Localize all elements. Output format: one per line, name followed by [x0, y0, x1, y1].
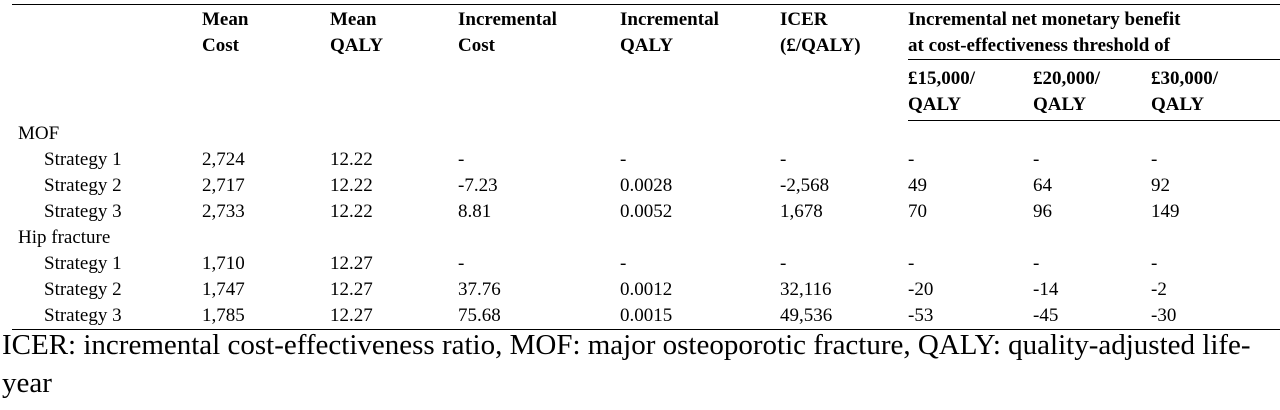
group-label: Hip fracture [18, 227, 111, 248]
header-blank [12, 4, 202, 121]
cell-inmb-30000: -30 [1151, 303, 1280, 330]
cell-incremental-cost: - [458, 253, 465, 274]
header-icer-text: ICER (£/QALY) [780, 9, 861, 56]
cell-incremental-cost: 8.81 [458, 201, 492, 222]
header-mean-qaly-text: Mean QALY [330, 9, 384, 56]
cell-incremental-qaly: - [620, 253, 627, 274]
cell-mean-qaly: 12.22 [330, 175, 373, 196]
table-row: Strategy 2 2,717 12.22 -7.23 0.0028 -2,5… [12, 173, 1280, 199]
cell-icer: - [780, 149, 787, 170]
header-icer: ICER (£/QALY) [780, 4, 908, 121]
cell-inmb-15000: 70 [908, 201, 927, 222]
header-incremental-qaly: Incremental QALY [620, 4, 780, 121]
cell-inmb-30000: 149 [1151, 201, 1180, 222]
cell-mean-cost: 2,733 [202, 201, 245, 222]
cell-inmb-30000: -2 [1151, 279, 1167, 300]
table-row: Strategy 2 1,747 12.27 37.76 0.0012 32,1… [12, 277, 1280, 303]
cell-inmb-15000: - [908, 149, 915, 170]
cell-icer: 32,116 [780, 279, 832, 300]
cell-incremental-cost: - [458, 149, 465, 170]
header-threshold-15000-text: £15,000/ QALY [908, 68, 976, 115]
cell-icer: 1,678 [780, 201, 823, 222]
row-label: Strategy 1 [44, 149, 122, 170]
header-incremental-qaly-text: Incremental QALY [620, 9, 719, 56]
cell-incremental-cost: 75.68 [458, 303, 620, 330]
header-mean-qaly: Mean QALY [330, 4, 458, 121]
cell-mean-qaly: 12.27 [330, 303, 458, 330]
header-inmb-group-text: Incremental net monetary benefit at cost… [908, 9, 1181, 56]
cell-inmb-20000: - [1033, 253, 1040, 274]
header-threshold-20000-text: £20,000/ QALY [1033, 68, 1101, 115]
row-label: Strategy 2 [44, 279, 122, 300]
row-label: Strategy 2 [44, 175, 122, 196]
results-table: Mean Cost Mean QALY Incremental Cost Inc… [12, 4, 1280, 330]
cell-inmb-15000: 49 [908, 175, 927, 196]
row-label: Strategy 3 [12, 303, 202, 330]
group-row-hip-fracture: Hip fracture [12, 225, 1280, 251]
cell-mean-qaly: 12.27 [330, 279, 373, 300]
table-row: Strategy 1 2,724 12.22 - - - - - - [12, 147, 1280, 173]
cell-inmb-20000: -14 [1033, 279, 1059, 300]
cell-incremental-qaly: 0.0015 [620, 303, 780, 330]
cell-mean-cost: 2,724 [202, 149, 245, 170]
group-label: MOF [18, 123, 60, 144]
cell-inmb-20000: - [1033, 149, 1040, 170]
cell-mean-cost: 1,747 [202, 279, 245, 300]
cell-inmb-30000: - [1151, 149, 1158, 170]
cell-icer: -2,568 [780, 175, 830, 196]
cell-inmb-20000: -45 [1033, 303, 1151, 330]
group-row-mof: MOF [12, 121, 1280, 148]
cell-inmb-15000: -20 [908, 279, 934, 300]
header-threshold-30000: £30,000/ QALY [1151, 59, 1280, 121]
header-incremental-cost: Incremental Cost [458, 4, 620, 121]
table-row: Strategy 3 1,785 12.27 75.68 0.0015 49,5… [12, 303, 1280, 330]
cell-mean-cost: 1,785 [202, 303, 330, 330]
cell-mean-cost: 1,710 [202, 253, 245, 274]
row-label: Strategy 3 [44, 201, 122, 222]
row-label: Strategy 1 [44, 253, 122, 274]
cell-inmb-30000: 92 [1151, 175, 1170, 196]
cell-mean-qaly: 12.22 [330, 201, 373, 222]
cell-icer: - [780, 253, 787, 274]
cell-mean-cost: 2,717 [202, 175, 245, 196]
header-mean-cost: Mean Cost [202, 4, 330, 121]
header-incremental-cost-text: Incremental Cost [458, 9, 557, 56]
cell-incremental-qaly: 0.0012 [620, 279, 673, 300]
header-threshold-15000: £15,000/ QALY [908, 59, 1033, 121]
cell-inmb-30000: - [1151, 253, 1158, 274]
header-inmb-group: Incremental net monetary benefit at cost… [908, 4, 1280, 60]
cell-inmb-15000: -53 [908, 303, 1033, 330]
cell-incremental-qaly: 0.0028 [620, 175, 673, 196]
cell-incremental-qaly: - [620, 149, 627, 170]
cell-inmb-15000: - [908, 253, 915, 274]
header-mean-cost-text: Mean Cost [202, 9, 249, 56]
table-row: Strategy 1 1,710 12.27 - - - - - - [12, 251, 1280, 277]
cell-incremental-qaly: 0.0052 [620, 201, 673, 222]
table-row: Strategy 3 2,733 12.22 8.81 0.0052 1,678… [12, 199, 1280, 225]
header-threshold-30000-text: £30,000/ QALY [1151, 68, 1219, 115]
cell-mean-qaly: 12.22 [330, 149, 373, 170]
cell-inmb-20000: 96 [1033, 201, 1052, 222]
cell-icer: 49,536 [780, 303, 908, 330]
cell-incremental-cost: 37.76 [458, 279, 501, 300]
header-threshold-20000: £20,000/ QALY [1033, 59, 1151, 121]
cell-inmb-20000: 64 [1033, 175, 1052, 196]
cell-incremental-cost: -7.23 [458, 175, 498, 196]
cell-mean-qaly: 12.27 [330, 253, 373, 274]
table-footnote: ICER: incremental cost-effectiveness rat… [2, 329, 1251, 399]
